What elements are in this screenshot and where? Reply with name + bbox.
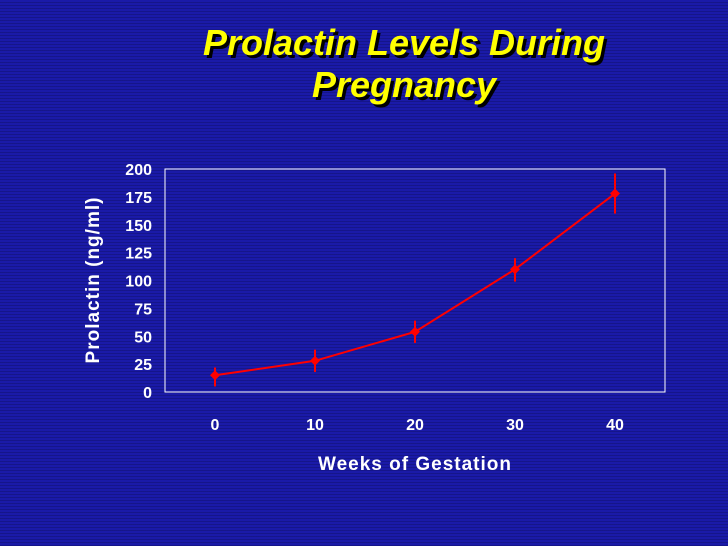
y-tick-label: 100	[125, 274, 152, 291]
x-tick-label: 20	[406, 417, 424, 434]
x-tick-label: 30	[506, 417, 524, 434]
data-point	[210, 370, 220, 381]
plot-area	[164, 168, 666, 393]
y-tick-label: 25	[134, 357, 152, 374]
y-tick-label: 50	[134, 329, 152, 346]
title-line-1: Prolactin Levels During	[202, 22, 606, 63]
y-tick-label: 175	[125, 190, 152, 207]
x-tick-label: 10	[306, 417, 324, 434]
y-tick-label: 150	[125, 218, 152, 235]
data-markers	[210, 188, 620, 381]
data-point	[510, 264, 520, 275]
x-tick-label: 40	[606, 417, 624, 434]
y-tick-label: 0	[143, 385, 152, 402]
data-point	[610, 188, 620, 199]
y-tick-label: 125	[125, 246, 152, 263]
series-line	[214, 192, 616, 377]
x-tick-label: 0	[211, 417, 220, 434]
y-tick-label: 75	[134, 301, 152, 318]
data-point	[410, 326, 420, 337]
y-axis-label: Prolactin (ng/ml)	[83, 197, 104, 364]
chart-title: Prolactin Levels During Pregnancy	[0, 22, 728, 106]
x-axis-label: Weeks of Gestation	[318, 454, 512, 475]
y-tick-label: 200	[125, 162, 152, 179]
title-line-2: Pregnancy	[311, 64, 497, 105]
data-point	[310, 355, 320, 366]
y-axis-ticks: 0 25 50 75 100 125 150 175 200	[125, 162, 152, 402]
x-axis-ticks: 0 10 20 30 40	[211, 417, 624, 434]
error-bars	[214, 173, 616, 387]
